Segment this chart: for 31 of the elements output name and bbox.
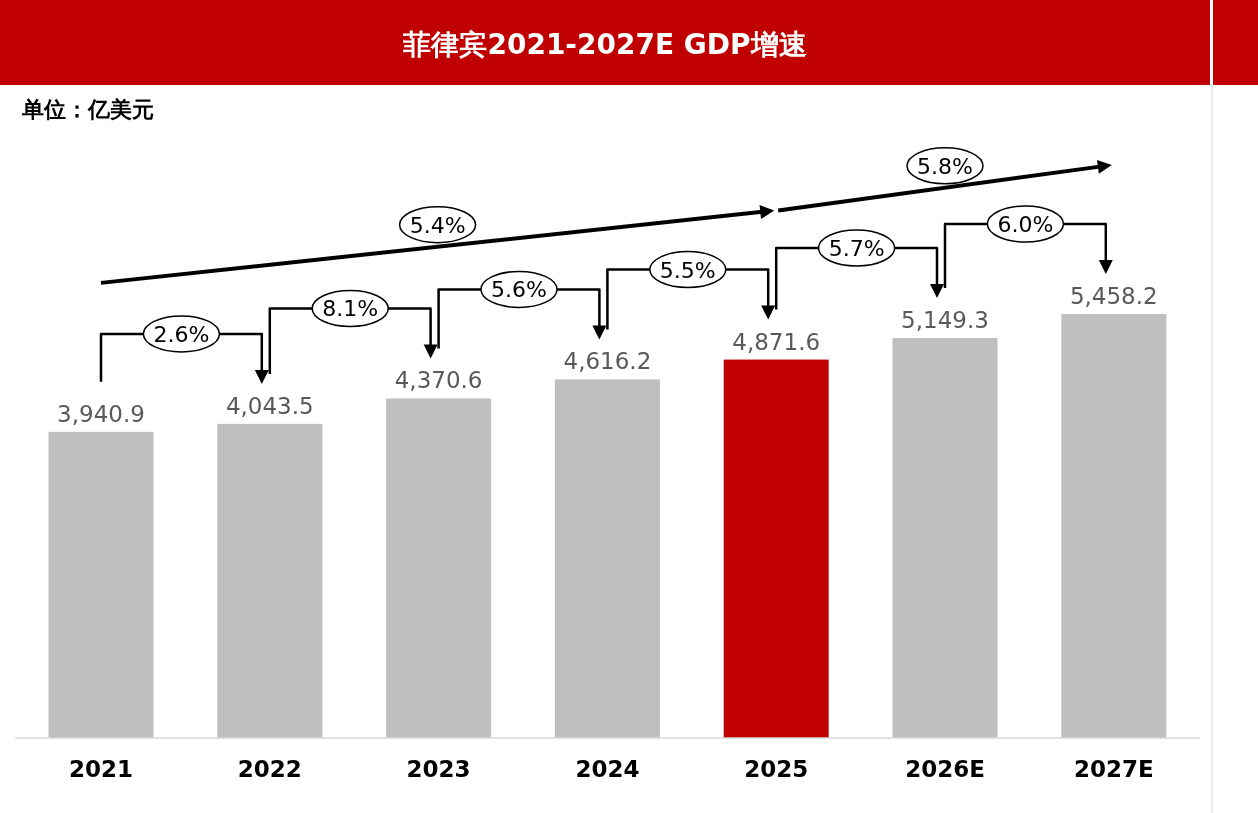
x-tick-label: 2021 xyxy=(68,756,134,782)
chart-subtitle: 单位：亿美元 xyxy=(21,97,154,122)
bar xyxy=(723,359,829,738)
data-label: 4,043.5 xyxy=(225,392,314,419)
annotation: 8.1% xyxy=(322,296,379,322)
x-tick-label: 2025 xyxy=(744,756,809,782)
x-tick-label: 2026E xyxy=(905,756,985,782)
x-tick-label: 2023 xyxy=(406,756,471,782)
bar xyxy=(48,431,154,738)
text: 5.8% xyxy=(917,153,973,179)
bar xyxy=(892,338,998,738)
data-label: 3,940.9 xyxy=(57,400,145,427)
chart-title: 菲律宾2021-2027E GDP增速 xyxy=(402,28,807,61)
x-tick-label: 2027E xyxy=(1073,756,1154,782)
data-label: 4,871.6 xyxy=(732,328,821,355)
text: 5.4% xyxy=(409,212,466,238)
text: 5.6% xyxy=(491,277,547,303)
text: 6.0% xyxy=(997,212,1054,237)
data-label: 5,149.3 xyxy=(901,307,989,333)
bar xyxy=(554,379,660,738)
text: 5.7% xyxy=(828,236,885,261)
data-label: 4,616.2 xyxy=(563,348,652,375)
text: 5.5% xyxy=(659,257,716,283)
bar xyxy=(1061,314,1167,738)
bar xyxy=(386,398,492,738)
x-tick-label: 2022 xyxy=(237,756,302,782)
data-label: 5,458.2 xyxy=(1069,283,1158,309)
x-tick-label: 2024 xyxy=(575,756,640,782)
data-label: 4,370.6 xyxy=(394,367,483,394)
bar xyxy=(217,423,323,738)
annotation: 2.6% xyxy=(153,321,210,347)
